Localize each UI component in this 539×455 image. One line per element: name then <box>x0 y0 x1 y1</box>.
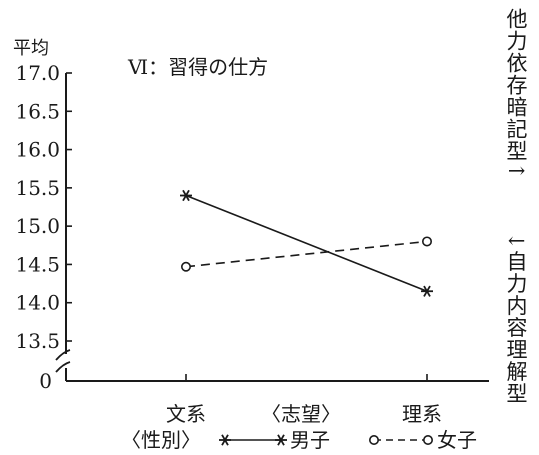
y-tick-label: 0 <box>39 369 52 393</box>
legend-label: 女子 <box>437 428 477 452</box>
legend-label: 男子 <box>290 428 330 452</box>
y-ticks: 17.0 16.5 16.0 15.5 15.0 14.5 14.0 13.5 0 <box>15 61 72 393</box>
legend-title: 〈性別〉 <box>121 428 201 452</box>
circle-marker <box>368 434 379 445</box>
axis-break-mark <box>55 349 71 361</box>
legend <box>219 434 433 446</box>
y-tick-label: 16.5 <box>15 99 60 123</box>
series-line <box>185 194 428 292</box>
x-axis-label: 〈志望〉 <box>261 402 341 426</box>
x-category-label: 文系 <box>166 402 206 426</box>
series-dashed <box>181 236 432 272</box>
y-axis-label: 平均 <box>13 38 49 59</box>
right-axis-label-top: 他力依存暗記型↑ <box>504 8 528 181</box>
y-tick-label: 13.5 <box>15 329 60 353</box>
circle-marker <box>181 261 192 272</box>
right-axis-label-bottom: ↓自力内容理解型 <box>504 232 528 405</box>
axes <box>55 73 489 382</box>
x-category-label: 理系 <box>402 402 442 426</box>
series-solid <box>180 189 433 297</box>
series-line <box>185 240 428 268</box>
star-marker <box>421 285 433 297</box>
series-group <box>180 189 433 297</box>
circle-marker <box>421 236 432 247</box>
star-marker <box>180 189 192 202</box>
axis-break-mark <box>55 361 71 373</box>
chart-title: Ⅵ：習得の仕方 <box>127 55 268 79</box>
y-tick-label: 14.0 <box>15 291 60 315</box>
y-tick-label: 14.5 <box>15 252 60 276</box>
y-tick-label: 17.0 <box>15 61 60 85</box>
star-marker <box>219 434 231 446</box>
y-tick-label: 15.5 <box>15 176 60 200</box>
circle-marker <box>422 434 433 445</box>
star-marker <box>275 434 287 446</box>
y-tick-label: 15.0 <box>15 214 60 238</box>
y-tick-label: 16.0 <box>15 138 60 162</box>
